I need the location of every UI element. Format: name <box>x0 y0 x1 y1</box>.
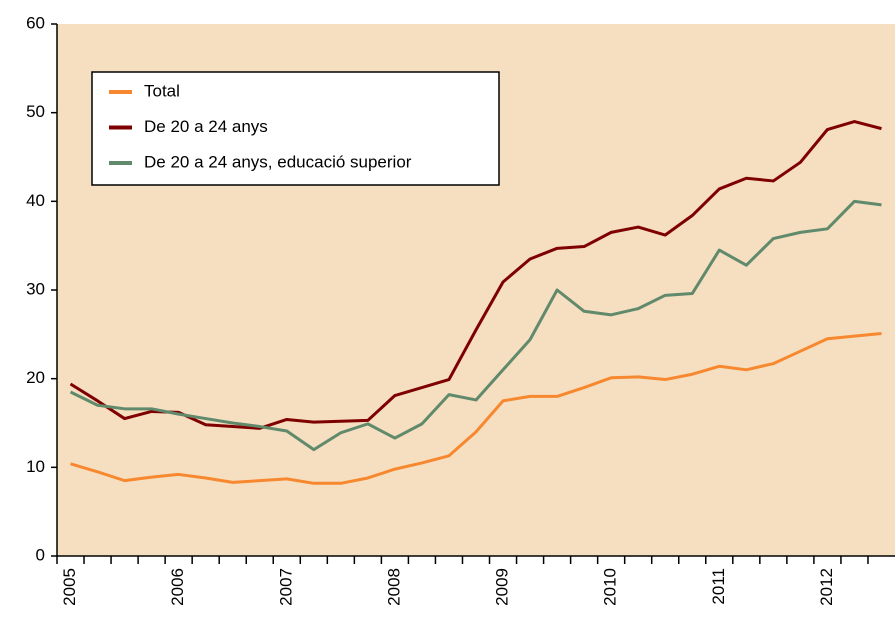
legend-label: Total <box>144 81 180 100</box>
x-tick-label: 2009 <box>493 568 512 606</box>
series-line <box>69 199 882 452</box>
y-tick-label: 60 <box>26 13 45 32</box>
y-tick-label: 10 <box>26 457 45 476</box>
y-tick-label: 50 <box>26 102 45 121</box>
x-tick-label: 2012 <box>817 568 836 606</box>
legend-box <box>91 71 500 186</box>
y-tick-label: 40 <box>26 191 45 210</box>
legend-label: De 20 a 24 anys <box>144 117 268 136</box>
series-line <box>70 331 882 485</box>
x-tick-label: 2007 <box>276 568 295 606</box>
x-tick-label: 2008 <box>384 568 403 606</box>
legend-label: De 20 a 24 anys, educació superior <box>144 152 412 171</box>
x-tick-label: 2005 <box>60 568 79 606</box>
y-tick-label: 20 <box>26 368 45 387</box>
series-line <box>69 120 882 430</box>
y-tick-label: 30 <box>26 279 45 298</box>
x-tick-label: 2011 <box>709 568 728 605</box>
y-tick-label: 0 <box>36 545 45 564</box>
x-tick-label: 2010 <box>601 568 620 606</box>
x-tick-label: 2006 <box>168 568 187 606</box>
